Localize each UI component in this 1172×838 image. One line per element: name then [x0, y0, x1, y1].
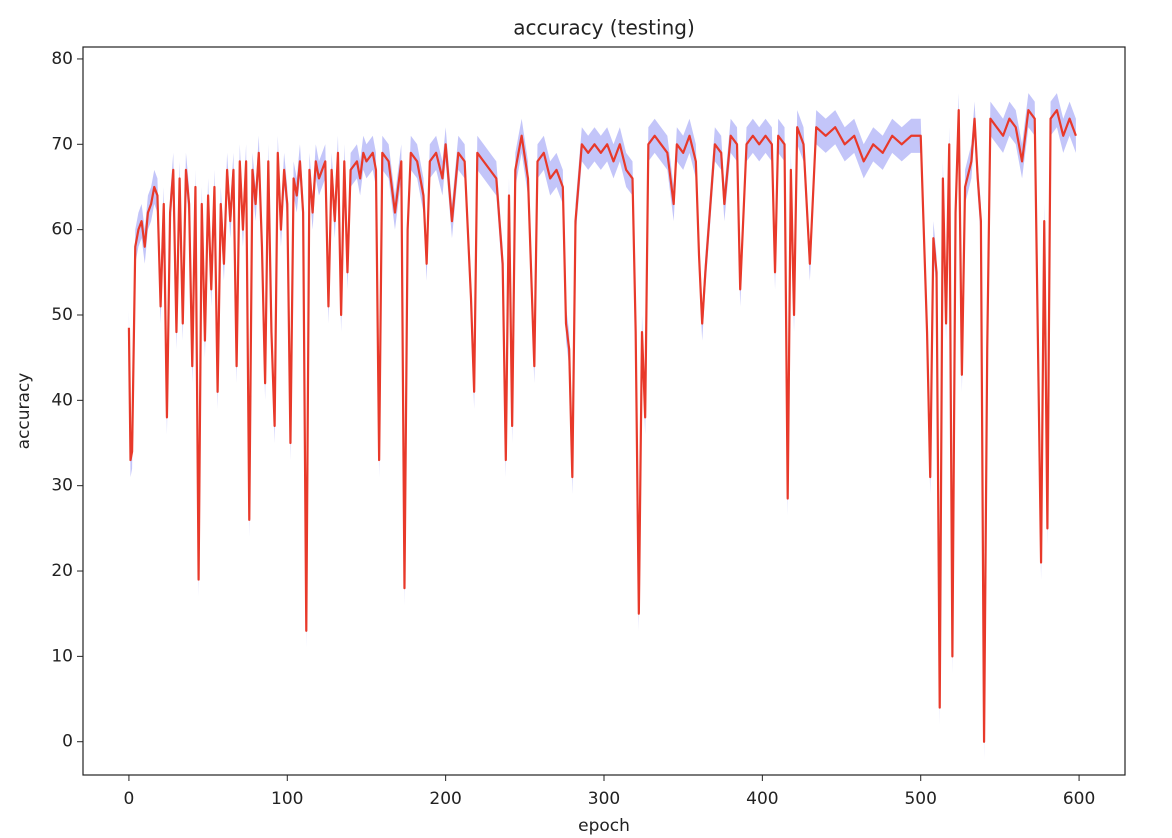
y-axis-label: accuracy [14, 373, 34, 450]
y-tick-label: 50 [51, 305, 73, 325]
y-tick-label: 30 [51, 476, 73, 496]
chart-title: accuracy (testing) [513, 16, 695, 40]
x-tick-label: 500 [904, 789, 936, 809]
x-tick-label: 100 [271, 789, 303, 809]
x-tick-label: 200 [429, 789, 461, 809]
x-tick-label: 0 [124, 789, 135, 809]
x-tick-label: 400 [746, 789, 778, 809]
y-tick-label: 0 [62, 732, 73, 752]
y-tick-label: 80 [51, 49, 73, 69]
y-tick-label: 40 [51, 390, 73, 410]
x-axis-label: epoch [578, 816, 630, 836]
y-tick-label: 70 [51, 134, 73, 154]
x-tick-label: 600 [1063, 789, 1095, 809]
line [127, 109, 1077, 743]
y-tick-label: 20 [51, 561, 73, 581]
x-tick-label: 300 [588, 789, 620, 809]
y-tick-label: 60 [51, 220, 73, 240]
y-tick-label: 10 [51, 646, 73, 666]
band [128, 93, 1076, 759]
plot-frame [82, 46, 1126, 776]
